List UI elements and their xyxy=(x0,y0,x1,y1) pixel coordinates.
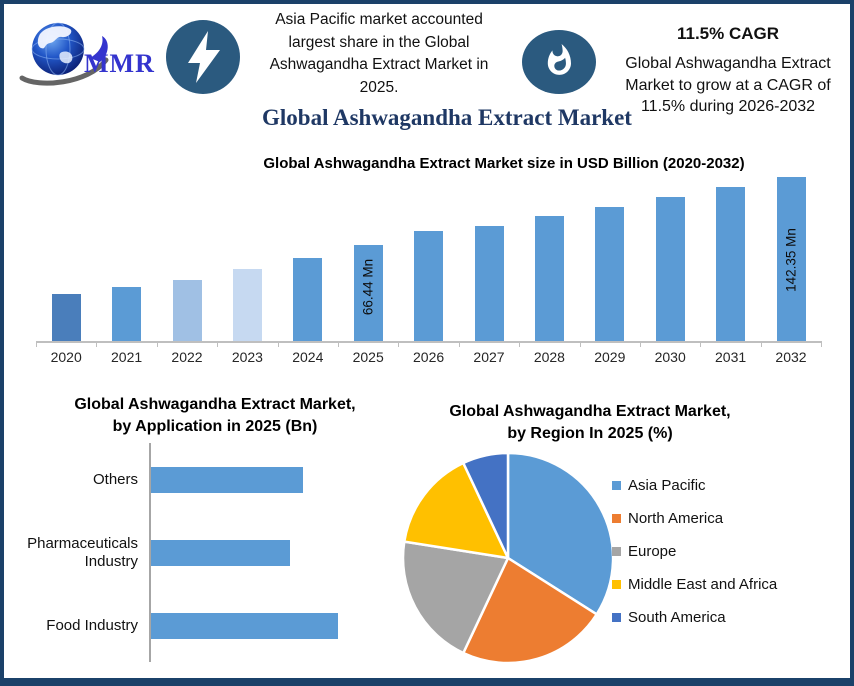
legend-label: North America xyxy=(628,509,724,527)
legend-item: Middle East and Africa xyxy=(612,575,777,593)
cagr-block: 11.5% CAGR Global Ashwagandha Extract Ma… xyxy=(606,24,850,118)
x-axis-tick xyxy=(156,341,158,347)
legend-item: North America xyxy=(612,509,777,527)
x-axis-label: 2027 xyxy=(473,349,505,365)
market-size-bar xyxy=(51,294,81,341)
market-size-bar xyxy=(776,177,806,341)
highlight-note-line: Asia Pacific market accounted xyxy=(275,11,483,28)
application-category-label: Food Industry xyxy=(46,617,138,634)
x-axis-label: 2026 xyxy=(413,349,445,365)
x-axis-label: 2028 xyxy=(533,349,565,365)
market-size-bar xyxy=(353,245,383,341)
pie-slice-south-america xyxy=(462,451,510,560)
legend-swatch xyxy=(612,513,621,523)
legend-item: Europe xyxy=(612,542,777,560)
x-axis-label: 2021 xyxy=(111,349,143,365)
x-axis-tick xyxy=(519,341,521,347)
market-size-bar xyxy=(595,207,625,341)
market-size-bar xyxy=(232,269,262,341)
market-size-bar xyxy=(716,187,746,341)
x-axis-label: 2024 xyxy=(292,349,324,365)
x-axis-label: 2030 xyxy=(654,349,686,365)
market-size-bar xyxy=(293,258,323,341)
market-size-bar xyxy=(655,197,685,341)
market-size-bar xyxy=(112,287,142,341)
x-axis-tick xyxy=(36,341,37,347)
x-axis-label: 2029 xyxy=(594,349,626,365)
x-axis-tick xyxy=(96,341,98,347)
region-pie-chart xyxy=(401,451,615,665)
application-bar-chart: Others Pharmaceuticals Industry Food Indus… xyxy=(0,443,400,668)
x-axis-tick xyxy=(338,341,339,347)
x-axis-tick xyxy=(458,341,460,347)
x-axis-tick xyxy=(398,341,400,347)
application-category-label: Pharmaceuticals Industry xyxy=(27,535,138,570)
highlight-note-line: 2025. xyxy=(359,78,399,96)
application-chart-title-line: Global Ashwagandha Extract Market, xyxy=(74,396,356,413)
x-axis-tick xyxy=(579,341,581,347)
globe-logo-icon xyxy=(19,22,109,86)
x-axis-label: 2032 xyxy=(775,349,807,365)
flame-icon xyxy=(522,30,596,94)
cagr-title: 11.5% CAGR xyxy=(676,24,780,43)
application-bar xyxy=(151,613,338,639)
region-chart-title-line: Global Ashwagandha Extract Market, xyxy=(449,403,731,420)
legend-item: Asia Pacific xyxy=(612,476,777,494)
market-size-bar xyxy=(474,226,504,341)
market-size-bar xyxy=(414,231,444,341)
legend-label: Asia Pacific xyxy=(628,476,706,494)
bar-value-label: 142.35 Mn xyxy=(783,228,799,292)
y-axis-line xyxy=(149,443,151,662)
x-axis-label: 2023 xyxy=(231,349,263,365)
x-axis-label: 2022 xyxy=(171,349,203,365)
application-bar xyxy=(151,467,303,493)
legend-swatch xyxy=(612,579,621,589)
pie-slice-middle-east-and-africa xyxy=(403,461,510,560)
x-axis-tick xyxy=(640,341,641,347)
x-axis-tick xyxy=(217,341,219,347)
legend-swatch xyxy=(612,546,621,556)
bar-value-label: 66.44 Mn xyxy=(360,258,376,316)
x-axis-line xyxy=(36,341,822,343)
application-chart-title: Global Ashwagandha Extract Market, by Ap… xyxy=(20,394,410,438)
highlight-note: Asia Pacific market accounted largest sh… xyxy=(259,9,499,99)
legend-swatch xyxy=(612,480,621,490)
x-axis-label: 2025 xyxy=(352,349,384,365)
market-size-bar xyxy=(534,216,564,341)
pie-legend: Asia Pacific North America Europe Middle Ea… xyxy=(612,476,777,641)
x-axis-tick xyxy=(821,341,823,347)
x-axis-label: 2031 xyxy=(715,349,747,365)
legend-label: South America xyxy=(628,608,726,626)
brand-logo-text: MMR xyxy=(84,49,155,78)
legend-label: Europe xyxy=(628,542,677,560)
cagr-line: Market to grow at a CAGR of xyxy=(625,76,831,94)
legend-item: South America xyxy=(612,608,777,626)
x-axis-label: 2020 xyxy=(50,349,82,365)
cagr-line: 11.5% during 2026-2032 xyxy=(640,98,816,115)
application-chart-title-line: by Application in 2025 (Bn) xyxy=(112,418,318,435)
lightning-icon xyxy=(166,20,240,94)
region-chart-title-line: by Region In 2025 (%) xyxy=(507,425,673,442)
x-axis-tick xyxy=(700,341,702,347)
main-bar-chart: 2020 2021 2022 2023 2024 2025 66.44 Mn 2026 2027… xyxy=(36,150,826,375)
bottom-border xyxy=(0,678,854,686)
page-title: Global Ashwagandha Extract Market xyxy=(262,105,632,130)
application-category-label: Others xyxy=(92,471,138,488)
main-chart-title: Global Ashwagandha Extract Market size i… xyxy=(263,155,745,172)
highlight-note-line: largest share in the Global xyxy=(288,33,470,51)
legend-label: Middle East and Africa xyxy=(628,575,778,593)
pie-slice-europe xyxy=(401,540,510,655)
legend-swatch xyxy=(612,612,621,622)
region-chart-title: Global Ashwagandha Extract Market, by Re… xyxy=(420,401,760,445)
cagr-line: Global Ashwagandha Extract xyxy=(625,55,831,72)
highlight-note-line: Ashwagandha Extract Market in xyxy=(269,56,489,73)
x-axis-tick xyxy=(277,341,279,347)
application-bar xyxy=(151,540,290,566)
market-size-bar xyxy=(172,280,202,341)
x-axis-tick xyxy=(760,341,762,347)
